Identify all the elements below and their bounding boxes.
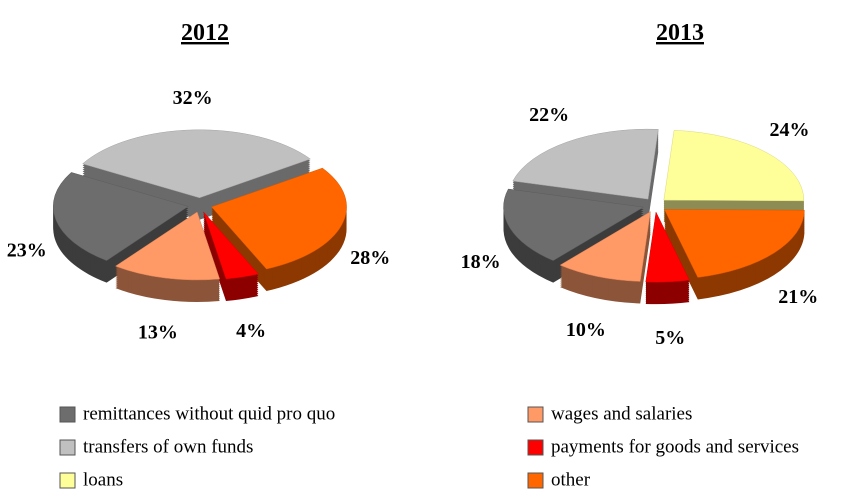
chart-title: 2012: [181, 20, 229, 46]
legend-label: payments for goods and services: [551, 436, 799, 457]
legend-label: wages and salaries: [551, 403, 692, 424]
legend-swatch: [59, 472, 76, 489]
slice: [663, 130, 805, 202]
chart-title: 2013: [656, 20, 704, 46]
data-label: 10%: [566, 319, 606, 341]
data-label: 5%: [655, 327, 685, 349]
legend-swatch: [527, 439, 544, 456]
slice: [645, 211, 690, 283]
slice: [664, 209, 805, 278]
legend-swatch: [59, 406, 76, 423]
legend-swatch: [527, 472, 544, 489]
slice: [203, 211, 259, 280]
data-label: 28%: [350, 247, 390, 269]
legend-label: loans: [83, 469, 123, 490]
data-label: 32%: [173, 87, 213, 109]
data-label: 24%: [770, 119, 810, 141]
legend-swatch: [527, 406, 544, 423]
legend-label: other: [551, 469, 591, 490]
slice: [512, 128, 659, 200]
slice: [53, 172, 189, 261]
data-label: 23%: [7, 240, 47, 262]
slice: [114, 211, 220, 281]
data-label: 18%: [461, 251, 501, 273]
slice: [82, 129, 311, 199]
legend-swatch: [59, 439, 76, 456]
data-label: 4%: [236, 320, 266, 342]
legend-label: remittances without quid pro quo: [83, 403, 335, 424]
data-label: 22%: [529, 104, 569, 126]
legend-label: transfers of own funds: [83, 436, 253, 457]
data-label: 21%: [778, 286, 818, 308]
slice: [559, 211, 651, 282]
slice: [503, 188, 645, 261]
data-label: 13%: [138, 321, 178, 343]
slice: [211, 167, 347, 270]
